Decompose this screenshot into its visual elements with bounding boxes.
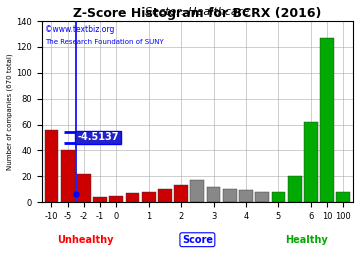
Title: Z-Score Histogram for BCRX (2016): Z-Score Histogram for BCRX (2016)	[73, 7, 321, 20]
Bar	[239, 191, 253, 202]
Y-axis label: Number of companies (670 total): Number of companies (670 total)	[7, 53, 13, 170]
Bar	[93, 197, 107, 202]
Bar	[126, 193, 139, 202]
Text: Sector: Healthcare: Sector: Healthcare	[145, 8, 249, 18]
Bar	[320, 38, 334, 202]
Bar	[174, 185, 188, 202]
Text: Score: Score	[182, 235, 213, 245]
Bar	[337, 192, 350, 202]
Bar	[288, 176, 302, 202]
Text: Unhealthy: Unhealthy	[57, 235, 114, 245]
Text: -4.5137: -4.5137	[77, 133, 119, 143]
Bar	[207, 187, 220, 202]
Bar	[109, 196, 123, 202]
Text: ©www.textbiz.org: ©www.textbiz.org	[45, 25, 114, 34]
Bar	[271, 192, 285, 202]
Bar	[158, 189, 172, 202]
Text: The Research Foundation of SUNY: The Research Foundation of SUNY	[45, 39, 163, 45]
Bar	[304, 122, 318, 202]
Bar	[61, 150, 75, 202]
Bar	[255, 192, 269, 202]
Text: Healthy: Healthy	[285, 235, 328, 245]
Bar	[45, 130, 58, 202]
Bar	[142, 192, 156, 202]
Bar	[190, 180, 204, 202]
Bar	[223, 189, 237, 202]
Bar	[77, 174, 91, 202]
